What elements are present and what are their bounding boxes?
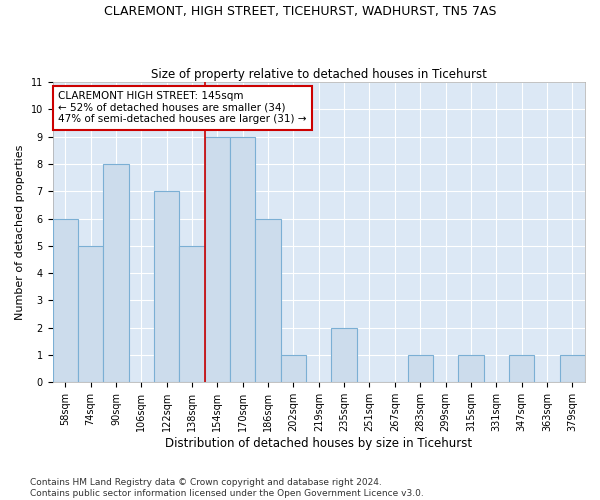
Bar	[154, 192, 179, 382]
Bar	[53, 218, 78, 382]
Bar	[458, 355, 484, 382]
Bar	[78, 246, 103, 382]
Text: CLAREMONT HIGH STREET: 145sqm
← 52% of detached houses are smaller (34)
47% of s: CLAREMONT HIGH STREET: 145sqm ← 52% of d…	[58, 91, 307, 124]
Text: CLAREMONT, HIGH STREET, TICEHURST, WADHURST, TN5 7AS: CLAREMONT, HIGH STREET, TICEHURST, WADHU…	[104, 5, 496, 18]
X-axis label: Distribution of detached houses by size in Ticehurst: Distribution of detached houses by size …	[165, 437, 472, 450]
Bar	[256, 218, 281, 382]
Y-axis label: Number of detached properties: Number of detached properties	[15, 144, 25, 320]
Bar	[407, 355, 433, 382]
Bar	[103, 164, 128, 382]
Bar	[179, 246, 205, 382]
Bar	[509, 355, 534, 382]
Bar	[281, 355, 306, 382]
Bar	[331, 328, 357, 382]
Bar	[560, 355, 585, 382]
Title: Size of property relative to detached houses in Ticehurst: Size of property relative to detached ho…	[151, 68, 487, 81]
Bar	[205, 136, 230, 382]
Text: Contains HM Land Registry data © Crown copyright and database right 2024.
Contai: Contains HM Land Registry data © Crown c…	[30, 478, 424, 498]
Bar	[230, 136, 256, 382]
